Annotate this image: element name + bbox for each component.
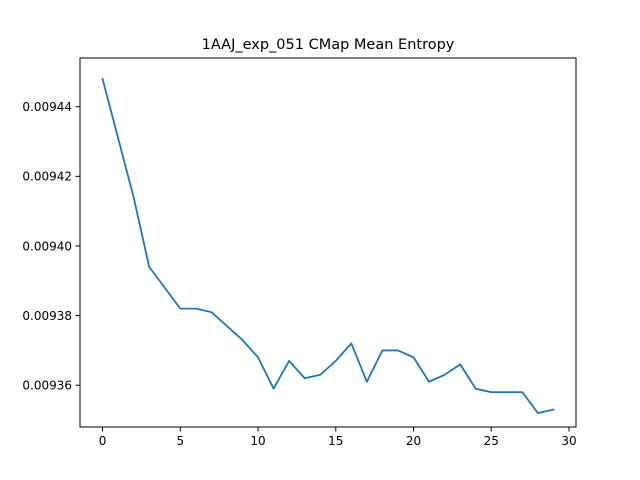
y-tick-label: 0.00940	[22, 239, 72, 253]
x-tick-label: 0	[99, 434, 107, 448]
x-tick-label: 10	[250, 434, 265, 448]
axes-frame	[79, 57, 577, 428]
series-line-0	[101, 77, 555, 414]
x-tick-label: 5	[176, 434, 184, 448]
x-axis: 0 5 10 15 20 25 30	[99, 427, 577, 448]
x-tick-label: 30	[561, 434, 576, 448]
y-tick-label: 0.00938	[22, 309, 72, 323]
y-tick-label: 0.00942	[22, 170, 72, 184]
y-axis: 0.00936 0.00938 0.00940 0.00942 0.00944	[22, 100, 80, 393]
x-tick-label: 20	[406, 434, 421, 448]
x-tick-label: 25	[484, 434, 499, 448]
plot-area	[79, 57, 577, 428]
y-tick-label: 0.00936	[22, 379, 72, 393]
chart-title: 1AAJ_exp_051 CMap Mean Entropy	[202, 37, 455, 53]
y-tick-label: 0.00944	[22, 100, 72, 114]
x-tick-label: 15	[328, 434, 343, 448]
